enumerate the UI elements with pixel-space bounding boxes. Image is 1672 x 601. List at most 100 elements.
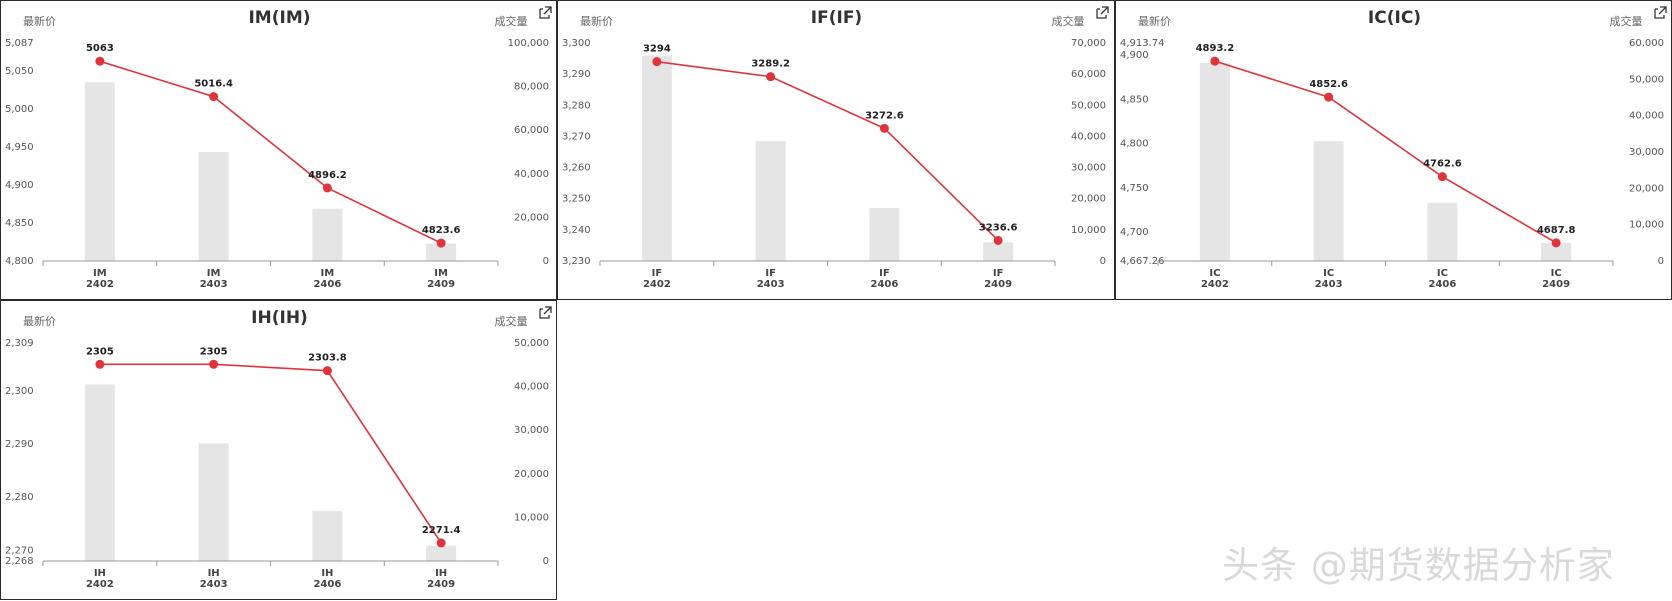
- price-data-label: 4893.2: [1196, 43, 1235, 54]
- chart-title: IH(IH): [251, 308, 308, 328]
- price-line: [99, 60, 442, 244]
- left-tick-label: 4,850: [1120, 94, 1149, 105]
- left-tick-label: 4,800: [5, 256, 34, 267]
- price-point: [652, 57, 662, 67]
- category-label: 2402: [86, 579, 114, 590]
- right-tick-label: 40,000: [514, 169, 549, 180]
- left-tick-label: 3,230: [562, 256, 591, 267]
- category-label: 2406: [313, 579, 341, 590]
- category-label: 2409: [984, 279, 1012, 290]
- right-tick-label: 0: [1100, 256, 1106, 267]
- left-tick-label: 2,290: [5, 439, 34, 450]
- price-point: [322, 366, 332, 376]
- category-label: IH: [435, 568, 447, 579]
- price-data-label: 3272.6: [865, 110, 904, 121]
- expand-icon[interactable]: [1654, 6, 1667, 19]
- volume-bar: [641, 55, 672, 262]
- price-data-label: 2271.4: [422, 525, 461, 536]
- right-tick-label: 30,000: [1071, 163, 1106, 174]
- left-axis-name: 最新价: [1138, 14, 1171, 28]
- price-data-label: 2305: [86, 346, 114, 357]
- right-tick-label: 0: [543, 556, 549, 567]
- left-tick-label: 2,309: [5, 338, 34, 349]
- price-point: [879, 123, 889, 133]
- right-tick-label: 70,000: [1071, 38, 1106, 49]
- category-label: 2409: [427, 579, 455, 590]
- right-tick-label: 10,000: [514, 512, 549, 523]
- price-line: [656, 60, 999, 242]
- price-data-label: 4687.8: [1537, 225, 1576, 236]
- category-label: IF: [765, 268, 776, 279]
- category-label: 2403: [200, 279, 228, 290]
- price-point: [95, 359, 105, 369]
- volume-bar: [312, 208, 343, 261]
- right-tick-label: 50,000: [1629, 74, 1664, 85]
- category-label: 2409: [427, 279, 455, 290]
- category-label: IH: [321, 568, 333, 579]
- category-label: 2403: [200, 579, 228, 590]
- right-tick-label: 30,000: [514, 425, 549, 436]
- chart-ih: IH(IH) 最新价 成交量 2,309 2,300 2,290 2,280 2,2702,2…: [5, 306, 552, 590]
- chart-panel-ic: IC(IC) 最新价 成交量 4,913.74 4,900 4,850 4,800 4,750…: [1115, 0, 1672, 300]
- left-tick-label: 2,300: [5, 386, 34, 397]
- left-tick-label: 4,750: [1120, 183, 1149, 194]
- category-label: IM: [321, 268, 335, 279]
- category-label: 2406: [870, 279, 898, 290]
- price-data-label: 4852.6: [1309, 79, 1348, 90]
- volume-bar: [1541, 242, 1572, 261]
- expand-icon[interactable]: [539, 306, 552, 319]
- price-point: [1437, 172, 1447, 182]
- price-data-label: 5063: [86, 43, 114, 54]
- price-point: [766, 72, 776, 82]
- volume-bar: [869, 208, 900, 261]
- expand-icon[interactable]: [1096, 6, 1109, 19]
- chart-title: IM(IM): [248, 8, 310, 28]
- right-tick-label: 0: [1658, 256, 1664, 267]
- left-tick-label: 4,913.74: [1120, 38, 1165, 49]
- price-data-label: 5016.4: [194, 79, 233, 90]
- right-axis-name: 成交量: [1610, 14, 1643, 28]
- left-tick-label: 5,000: [5, 104, 34, 115]
- left-axis-name: 最新价: [23, 314, 56, 328]
- left-tick-label: 3,260: [562, 163, 591, 174]
- right-tick-label: 10,000: [1071, 225, 1106, 236]
- volume-bar: [312, 510, 343, 561]
- category-label: IF: [652, 268, 663, 279]
- volume-bar: [198, 443, 229, 561]
- right-tick-label: 60,000: [514, 125, 549, 136]
- price-point: [993, 235, 1003, 245]
- category-label: 2402: [86, 279, 114, 290]
- right-tick-label: 40,000: [514, 382, 549, 393]
- volume-bar: [426, 545, 457, 561]
- category-label: 2403: [757, 279, 785, 290]
- left-tick-label: 4,667.26: [1120, 256, 1165, 267]
- price-point: [1324, 92, 1334, 102]
- right-tick-label: 10,000: [1629, 220, 1664, 231]
- category-label: IM: [93, 268, 107, 279]
- chart-title: IC(IC): [1368, 8, 1421, 28]
- chart-panel-im: IM(IM) 最新价 成交量 5,087 5,050 5,000 4,950 4,900 4,8…: [0, 0, 557, 300]
- price-data-label: 2303.8: [308, 353, 347, 364]
- price-point: [209, 92, 219, 102]
- right-tick-label: 60,000: [1629, 38, 1664, 49]
- chart-panel-ih: IH(IH) 最新价 成交量 2,309 2,300 2,290 2,280 2,270 2,2…: [0, 300, 557, 600]
- left-tick-label: 4,950: [5, 142, 34, 153]
- left-axis-name: 最新价: [580, 14, 613, 28]
- category-label: 2406: [1428, 279, 1456, 290]
- watermark-text: 头条 @期货数据分析家: [1222, 544, 1615, 587]
- chart-title: IF(IF): [811, 8, 862, 28]
- expand-icon[interactable]: [539, 6, 552, 19]
- right-axis-name: 成交量: [495, 14, 528, 28]
- category-label: IC: [1209, 268, 1220, 279]
- left-tick-label: 4,700: [1120, 227, 1149, 238]
- price-line: [99, 363, 442, 544]
- chart-if: IF(IF) 最新价 成交量 3,300 3,290 3,280 3,270 3,260 3,2…: [562, 6, 1109, 290]
- left-tick-label: 4,850: [5, 218, 34, 229]
- right-tick-label: 80,000: [514, 82, 549, 93]
- price-data-label: 3236.6: [979, 222, 1018, 233]
- price-data-label: 4896.2: [308, 170, 347, 181]
- category-label: IM: [207, 268, 221, 279]
- left-tick-label: 3,250: [562, 194, 591, 205]
- right-tick-label: 20,000: [514, 469, 549, 480]
- right-tick-label: 40,000: [1071, 131, 1106, 142]
